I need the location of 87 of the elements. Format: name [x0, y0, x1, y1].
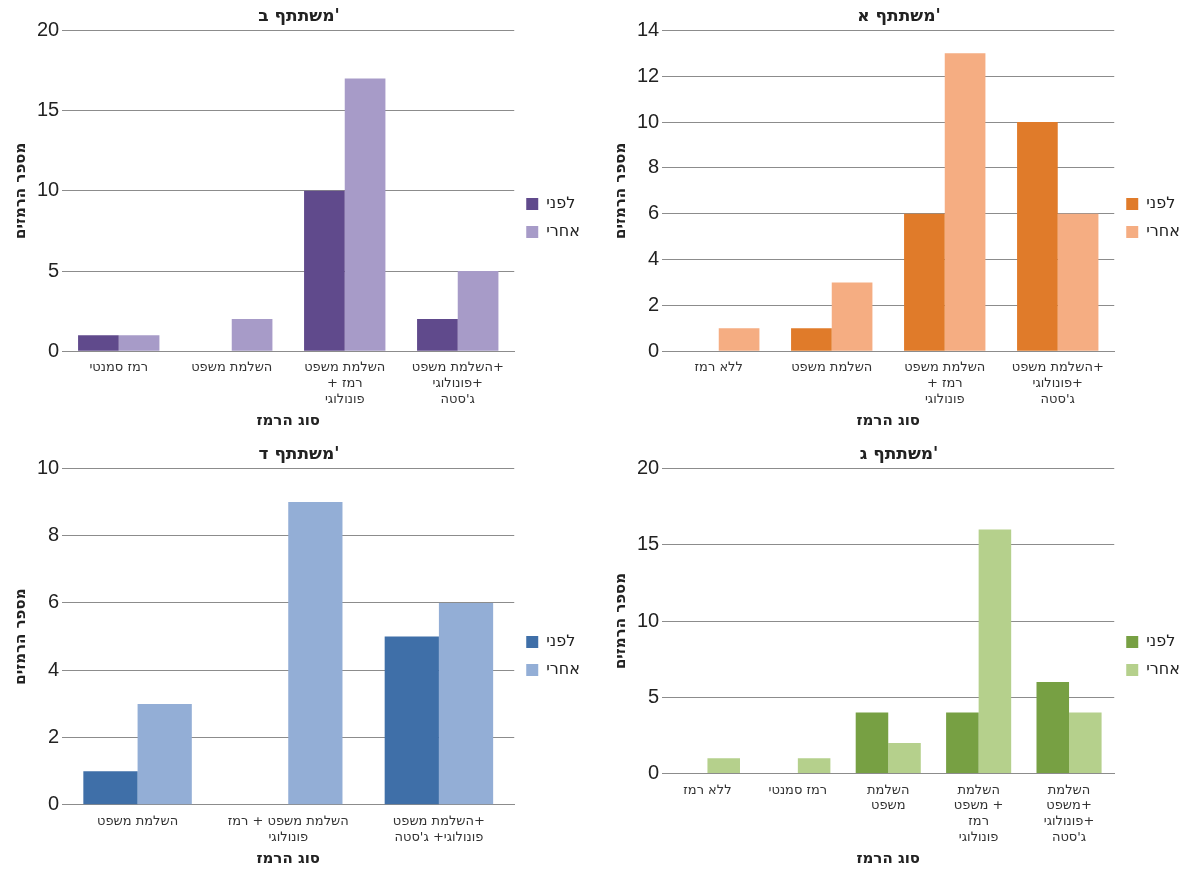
bar [83, 771, 138, 805]
bar [118, 335, 160, 351]
x-tick-label: השלמת משפט+ פונולוגי+ ג'סטה [1043, 781, 1095, 844]
legend-label: לפני [1146, 631, 1176, 651]
x-tick-label: השלמת משפט [96, 812, 179, 828]
y-tick-label: 6 [648, 201, 660, 224]
y-tick-label: 8 [648, 155, 660, 178]
y-tick-label: 5 [648, 684, 660, 707]
x-tick-label: השלמת משפט + רמז פונולוגי [304, 359, 386, 406]
y-axis-title: מספר הרמזים [610, 572, 629, 670]
chart-title: משתתף א' [857, 4, 941, 25]
y-tick-label: 0 [648, 338, 660, 361]
bar [797, 758, 831, 774]
y-tick-label: 15 [37, 98, 60, 121]
chart-title: משתתף ד' [258, 442, 340, 463]
y-tick-label: 20 [37, 17, 60, 40]
y-tick-label: 14 [637, 17, 660, 40]
bar [384, 636, 439, 805]
bar [791, 328, 832, 351]
bar [707, 758, 740, 774]
bar [718, 328, 760, 351]
bar [1017, 122, 1058, 351]
y-axis-title: מספר הרמזים [10, 142, 29, 239]
bar [304, 190, 345, 351]
x-tick-label: השלמת משפט + רמז פונולוגי [227, 812, 349, 844]
chart-title: משתתף ג' [859, 442, 939, 463]
bar [78, 335, 119, 351]
bar [1069, 712, 1102, 774]
x-tick-label: רמז סמנטי [89, 359, 149, 375]
x-tick-label: השלמת משפט + רמז פונולוגי [904, 359, 986, 406]
bar [978, 529, 1012, 774]
bar [417, 319, 458, 351]
x-tick-label: השלמת משפט+ פונולוגי+ ג'סטה [411, 359, 504, 406]
bar [1036, 682, 1070, 774]
y-tick-label: 10 [37, 455, 60, 478]
chart-title: משתתף ב' [258, 4, 340, 25]
x-tick-label: ללא רמז [694, 359, 743, 375]
bar [888, 743, 921, 774]
bar [231, 319, 273, 351]
x-axis-title: סוג הרמז [856, 410, 920, 429]
y-tick-label: 2 [648, 292, 660, 315]
x-axis-title: סוג הרמז [256, 848, 320, 867]
bar [288, 502, 343, 805]
legend-label: אחרי [1146, 659, 1181, 679]
bar [831, 282, 873, 351]
y-tick-label: 10 [637, 109, 660, 132]
bar [904, 213, 945, 351]
bar [457, 271, 499, 351]
y-tick-label: 5 [48, 258, 60, 281]
x-tick-label: השלמת משפט+ פונולוגי+ ג'סטה [1011, 359, 1104, 406]
y-tick-label: 10 [37, 178, 60, 201]
y-tick-label: 20 [637, 455, 660, 478]
y-tick-label: 10 [637, 608, 660, 631]
legend-label: אחרי [1146, 221, 1181, 241]
legend-label: לפני [546, 631, 576, 651]
y-tick-label: 12 [637, 63, 660, 86]
x-tick-label: רמז סמנטי [768, 781, 828, 797]
y-tick-label: 0 [48, 792, 60, 815]
y-tick-label: 15 [637, 532, 660, 555]
bar [944, 53, 986, 351]
x-tick-label: השלמת משפט [791, 359, 873, 375]
x-axis-title: סוג הרמז [856, 848, 920, 867]
bar [855, 712, 889, 774]
bar [438, 602, 494, 805]
x-axis-title: סוג הרמז [256, 410, 320, 429]
x-tick-label: ללא רמז [683, 781, 732, 797]
y-tick-label: 6 [48, 590, 60, 613]
x-tick-label: השלמת משפט [867, 781, 910, 813]
y-tick-label: 4 [48, 657, 60, 680]
x-tick-label: השלמת משפט + רמז פונולוגי [953, 781, 1004, 844]
bar [1057, 213, 1099, 351]
y-tick-label: 0 [648, 761, 660, 784]
bar [137, 703, 192, 805]
x-tick-label: השלמת משפט+ פונולוגי+ ג'סטה [392, 812, 485, 844]
bar [946, 712, 979, 774]
y-tick-label: 8 [48, 523, 60, 546]
y-axis-title: מספר הרמזים [610, 142, 629, 239]
y-axis-title: מספר הרמזים [10, 588, 29, 685]
y-tick-label: 4 [648, 247, 660, 270]
bar [344, 78, 386, 351]
y-tick-label: 2 [48, 725, 60, 748]
legend-label: לפני [1146, 193, 1176, 213]
legend-label: אחרי [546, 659, 581, 679]
y-tick-label: 0 [48, 338, 60, 361]
x-tick-label: השלמת משפט [191, 359, 273, 375]
legend-label: אחרי [546, 221, 581, 241]
legend-label: לפני [546, 193, 576, 213]
